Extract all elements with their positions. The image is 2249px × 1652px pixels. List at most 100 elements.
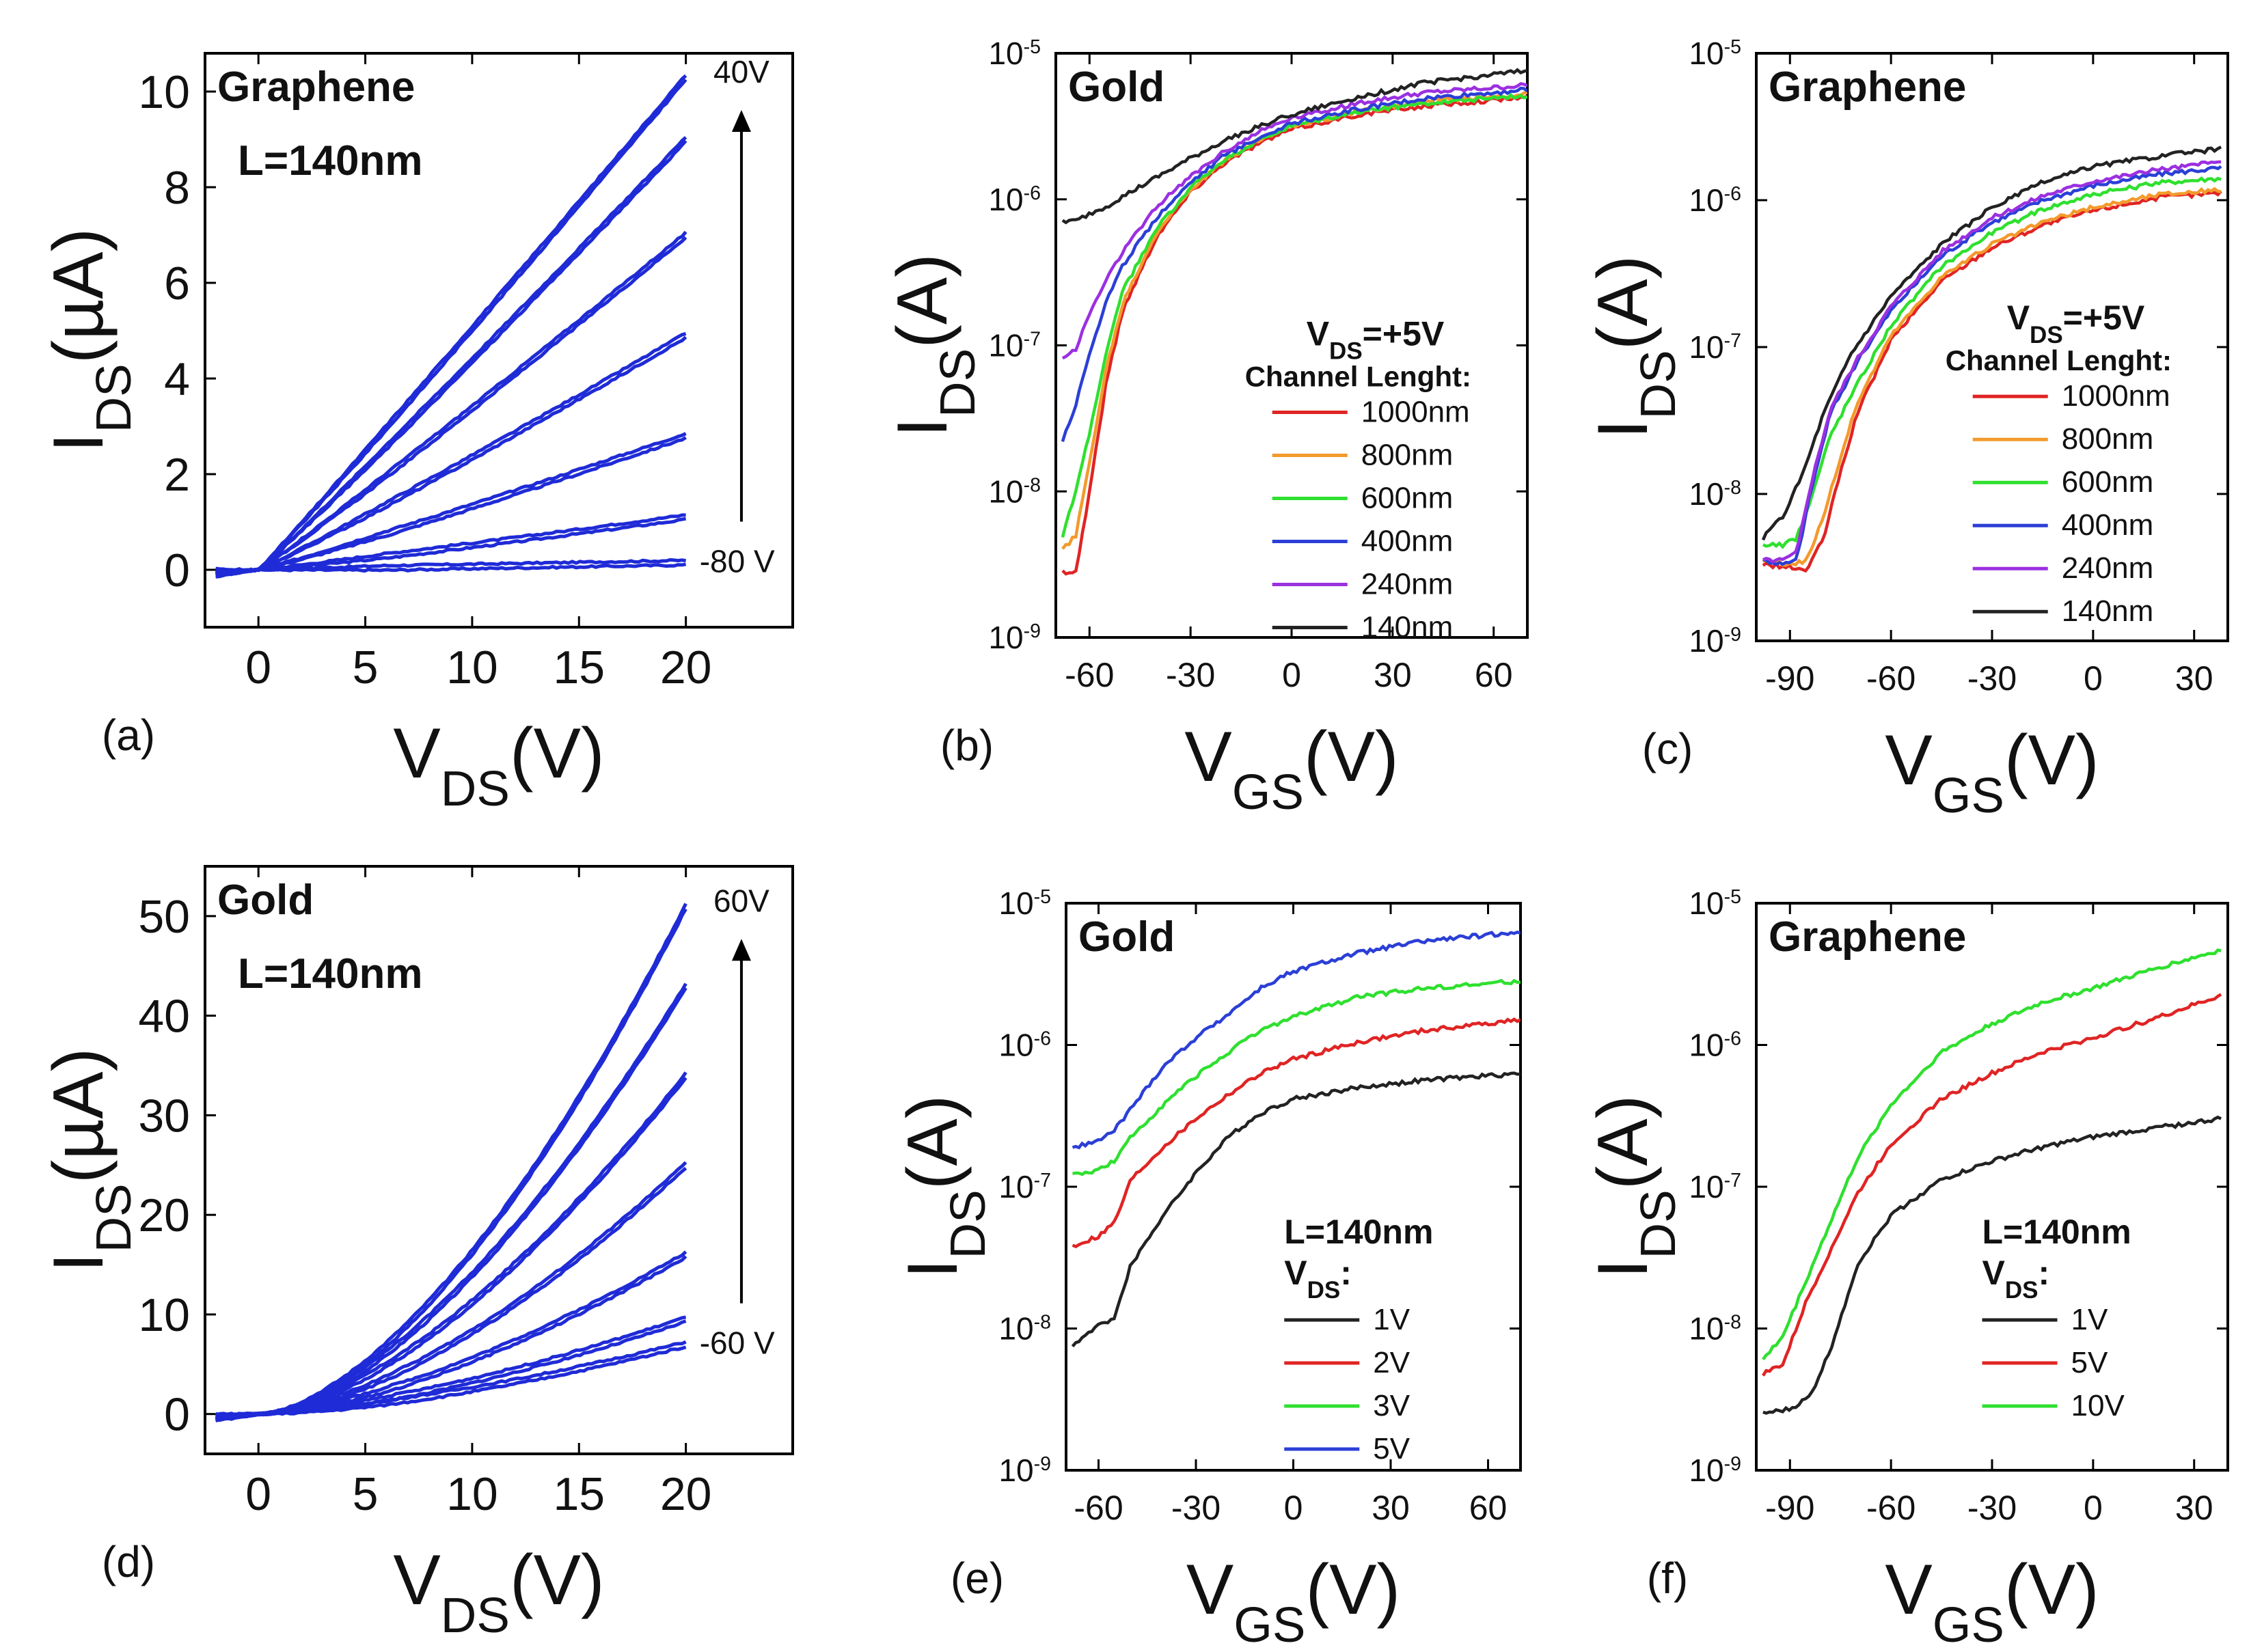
y-tick-label-exponent: -5 xyxy=(1024,36,1041,58)
y-tick-label-exponent: -6 xyxy=(1024,182,1041,204)
panel-label-e: (e) xyxy=(951,1554,1004,1603)
y-tick-label: 10 xyxy=(138,1289,190,1341)
x-tick-label: -90 xyxy=(1765,1489,1814,1527)
x-tick-label: 30 xyxy=(2175,1489,2213,1527)
legend-label: 600nm xyxy=(1361,482,1454,515)
y-axis-title-e: IDS(A) xyxy=(893,1095,996,1279)
x-tick-label: -90 xyxy=(1765,659,1814,698)
y-tick-label: 10-6 xyxy=(998,1028,1051,1063)
gate-sweep-top-label: 40V xyxy=(713,54,769,90)
y-tick-label: 10-8 xyxy=(1689,476,1741,512)
legend-label: 800nm xyxy=(2062,422,2154,456)
panel-a: 0 5 10 15 200246810VDS(V)IDS(µA)(a)GrapheneL… xyxy=(39,52,794,816)
legend-label: 5V xyxy=(2071,1346,2108,1379)
curve-800nm xyxy=(1762,187,2222,567)
x-tick-label: 0 xyxy=(1282,656,1301,694)
curve-20V xyxy=(215,139,687,577)
y-tick-label-exponent: -8 xyxy=(1034,1312,1051,1334)
curve--20V xyxy=(215,1255,687,1418)
x-axis-title-a: VDS(V) xyxy=(393,714,604,816)
panel-label-b: (b) xyxy=(940,721,994,770)
y-tick-label-base: 10 xyxy=(1689,1453,1723,1488)
y-tick-label-base: 10 xyxy=(998,1311,1033,1347)
curve-800nm xyxy=(1061,91,1527,550)
x-axis-title-part-0: V xyxy=(1885,721,1932,800)
legend-item: 400nm xyxy=(1972,508,2153,542)
legend-label: 800nm xyxy=(1361,439,1454,472)
x-axis-title-part-1: GS xyxy=(1232,765,1304,820)
legend-title-part-0: V xyxy=(1307,315,1330,353)
legend-item: 1000nm xyxy=(1272,396,1470,429)
y-axis-title-part-0: I xyxy=(1583,419,1663,439)
y-axis-title-part-0: I xyxy=(39,1252,118,1272)
y-axis-title-part-1: DS xyxy=(1631,1189,1686,1258)
legend-item: 140nm xyxy=(1972,594,2153,628)
y-tick-label-base: 10 xyxy=(1689,1028,1723,1063)
y-axis-e: 10-910-810-710-610-5 xyxy=(998,885,1521,1488)
x-axis-title-part-0: V xyxy=(1186,1550,1233,1629)
legend-title: VDS=+5V xyxy=(1307,315,1445,365)
x-tick-label: 0 xyxy=(1284,1489,1303,1527)
y-tick-label-exponent: -9 xyxy=(1724,624,1741,646)
y-tick-label-base: 10 xyxy=(1689,182,1723,218)
x-tick-label: 20 xyxy=(660,642,712,693)
x-axis-title-part-2: (V) xyxy=(1304,717,1399,797)
y-tick-label-base: 10 xyxy=(1689,329,1723,365)
curve-3V xyxy=(1072,978,1521,1176)
y-tick-label: 10 xyxy=(138,66,190,118)
y-tick-label: 50 xyxy=(138,891,190,943)
y-tick-label-exponent: -9 xyxy=(1724,1453,1741,1475)
y-axis-title-part-0: I xyxy=(883,417,962,437)
x-axis-c: -90 -60 -30 0 30 xyxy=(1765,53,2213,698)
curve-1V xyxy=(1762,1115,2222,1415)
x-tick-label: 5 xyxy=(353,1468,379,1520)
curve-600nm xyxy=(1762,176,2222,549)
plot-frame-a xyxy=(204,52,794,629)
y-axis-title-part-0: I xyxy=(39,432,118,452)
y-tick-label: 10-6 xyxy=(1689,1028,1741,1063)
legend-item: 240nm xyxy=(1972,551,2153,585)
legend-label: 10V xyxy=(2071,1389,2125,1422)
y-tick-label: 10-5 xyxy=(1689,885,1741,921)
x-axis-title-part-2: (V) xyxy=(510,1541,605,1620)
x-axis-title-b: VGS(V) xyxy=(1184,717,1398,820)
legend-subtitle-part-1: DS xyxy=(2005,1277,2039,1304)
y-tick-label: 10-6 xyxy=(1689,182,1741,218)
y-tick-label-base: 10 xyxy=(1689,623,1723,659)
x-tick-label: 0 xyxy=(2084,659,2103,698)
legend-item: 140nm xyxy=(1272,611,1453,644)
panel-label-c: (c) xyxy=(1642,724,1693,773)
y-axis-title-part-1: DS xyxy=(86,363,141,432)
panel-subtitle-d: L=140nm xyxy=(238,950,423,997)
y-tick-label-base: 10 xyxy=(988,182,1023,217)
curve-10V xyxy=(1762,948,2222,1361)
y-tick-label-base: 10 xyxy=(1689,885,1723,921)
panel-title-a: Graphene xyxy=(217,64,415,111)
y-tick-label-exponent: -7 xyxy=(1724,1170,1741,1192)
curves-e xyxy=(1071,931,1521,1348)
y-tick-label-exponent: -5 xyxy=(1724,886,1741,908)
curve-0V xyxy=(215,236,687,575)
y-tick-label: 10-7 xyxy=(1689,329,1741,365)
x-tick-label: 60 xyxy=(1475,656,1513,694)
x-axis-d: 0 5 10 15 20 xyxy=(245,866,711,1520)
y-axis-b: 10-910-810-710-610-5 xyxy=(988,36,1527,655)
x-axis-title-c: VGS(V) xyxy=(1885,721,2099,823)
y-tick-label: 30 xyxy=(138,1090,190,1142)
legend-title-part-1: DS xyxy=(1329,338,1363,364)
legend-subtitle: VDS: xyxy=(1982,1254,2050,1304)
y-tick-label: 10-5 xyxy=(988,36,1041,71)
y-tick-label-exponent: -9 xyxy=(1024,620,1041,642)
y-tick-label-exponent: -8 xyxy=(1024,474,1041,496)
legend-item: 10V xyxy=(1982,1389,2125,1422)
curve-1V xyxy=(1071,1071,1521,1348)
legend-subtitle: Channel Lenght: xyxy=(1245,361,1471,393)
legend-item: 1000nm xyxy=(1972,379,2170,413)
y-axis-title-part-0: I xyxy=(893,1258,972,1278)
legend-label: 5V xyxy=(1373,1432,1410,1465)
y-axis-c: 10-910-810-710-610-5 xyxy=(1689,36,2228,659)
